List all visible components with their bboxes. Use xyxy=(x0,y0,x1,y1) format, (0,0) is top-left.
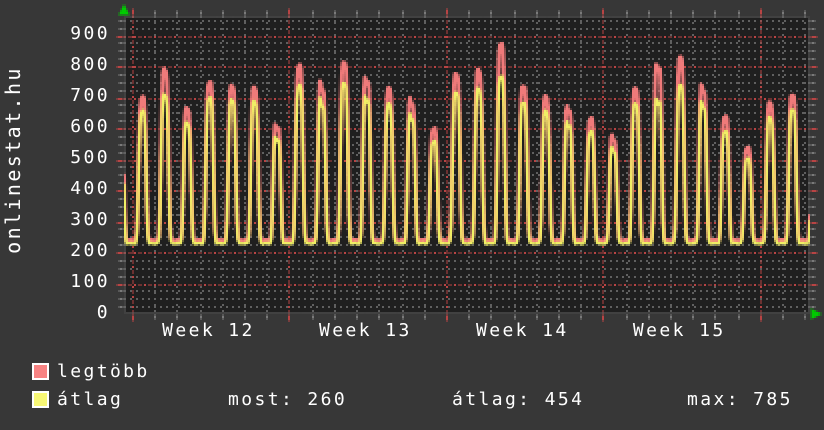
y-axis-tick-label: 500 xyxy=(70,147,110,168)
x-axis-week-label: Week 13 xyxy=(319,320,412,341)
stat-max: max: 785 xyxy=(687,389,793,410)
y-axis-tick-label: 200 xyxy=(70,240,110,261)
site-watermark: onlinestat.hu xyxy=(1,66,25,254)
y-axis-tick-label: 800 xyxy=(70,54,110,75)
stat-atlag: átlag: 454 xyxy=(452,389,585,410)
legend-label-atlag: átlag xyxy=(57,389,124,410)
y-axis-tick-label: 600 xyxy=(70,116,110,137)
x-axis-week-label: Week 12 xyxy=(162,320,255,341)
y-axis-tick-label: 0 xyxy=(96,302,110,323)
y-axis-tick-label: 700 xyxy=(70,85,110,106)
traffic-graph-canvas xyxy=(116,2,824,322)
legend-swatch-legtobb xyxy=(32,363,49,380)
y-axis-tick-label: 400 xyxy=(70,178,110,199)
legend-label-legtobb: legtöbb xyxy=(57,361,150,382)
y-axis-tick-label: 900 xyxy=(70,23,110,44)
y-axis-tick-label: 100 xyxy=(70,271,110,292)
y-axis-tick-label: 300 xyxy=(70,209,110,230)
x-axis-week-label: Week 15 xyxy=(632,320,726,341)
x-axis-week-label: Week 14 xyxy=(475,320,569,341)
stat-most: most: 260 xyxy=(228,389,348,410)
legend-swatch-atlag xyxy=(32,391,49,408)
